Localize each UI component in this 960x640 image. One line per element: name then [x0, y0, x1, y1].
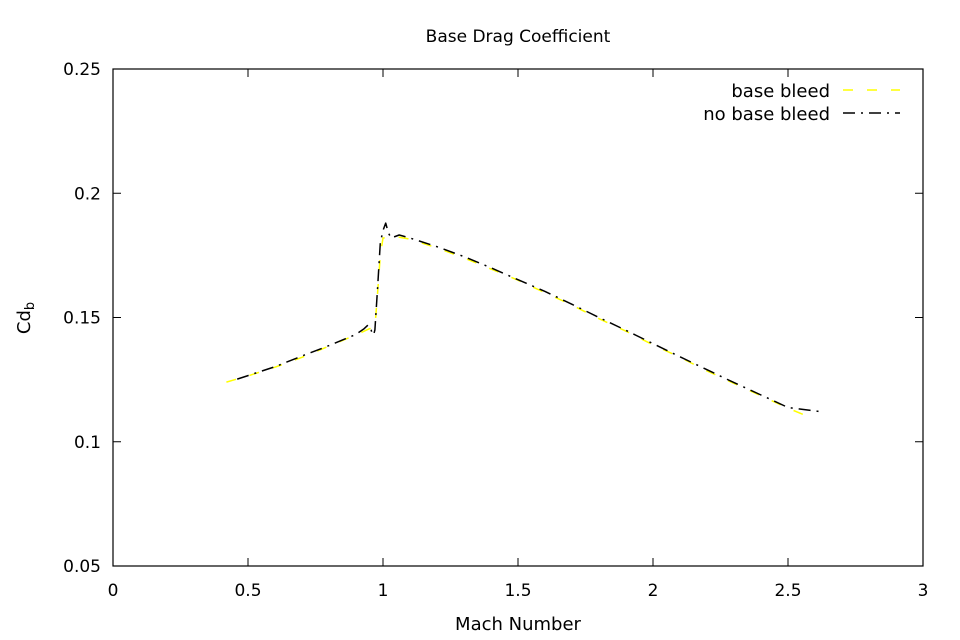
x-tick-label: 0	[108, 581, 119, 601]
plot-area-frame	[112, 68, 924, 567]
y-ticks: 0.05 0.1 0.15 0.2 0.25	[63, 60, 923, 577]
x-tick-label: 3	[918, 581, 929, 601]
y-axis-label: Cdb	[14, 302, 38, 334]
y-axis-label-subscript: b	[23, 302, 38, 310]
x-tick-label: 1	[378, 581, 389, 601]
x-ticks: 0 0.5 1 1.5 2 2.5 3	[108, 69, 929, 601]
y-axis-label-main: Cd	[14, 310, 35, 334]
legend-entry-no-base-bleed: no base bleed	[703, 104, 900, 125]
legend: base bleed no base bleed	[703, 81, 900, 125]
x-tick-label: 0.5	[234, 581, 261, 601]
legend-label-no-base-bleed: no base bleed	[703, 104, 830, 125]
x-tick-label: 2.5	[774, 581, 801, 601]
y-tick-label: 0.15	[63, 309, 101, 329]
y-tick-label: 0.05	[63, 557, 101, 577]
chart-title: Base Drag Coefficient	[426, 27, 611, 47]
legend-entry-base-bleed: base bleed	[731, 81, 900, 102]
x-tick-label: 1.5	[504, 581, 531, 601]
series-line-base-bleed	[226, 235, 816, 421]
x-tick-label: 2	[648, 581, 659, 601]
legend-label-base-bleed: base bleed	[731, 81, 830, 102]
series-layer	[226, 222, 824, 421]
y-tick-label: 0.25	[63, 60, 101, 80]
series-line-no-base-bleed	[236, 222, 824, 413]
x-axis-label: Mach Number	[455, 614, 581, 635]
y-tick-label: 0.2	[74, 184, 101, 204]
y-tick-label: 0.1	[74, 433, 101, 453]
